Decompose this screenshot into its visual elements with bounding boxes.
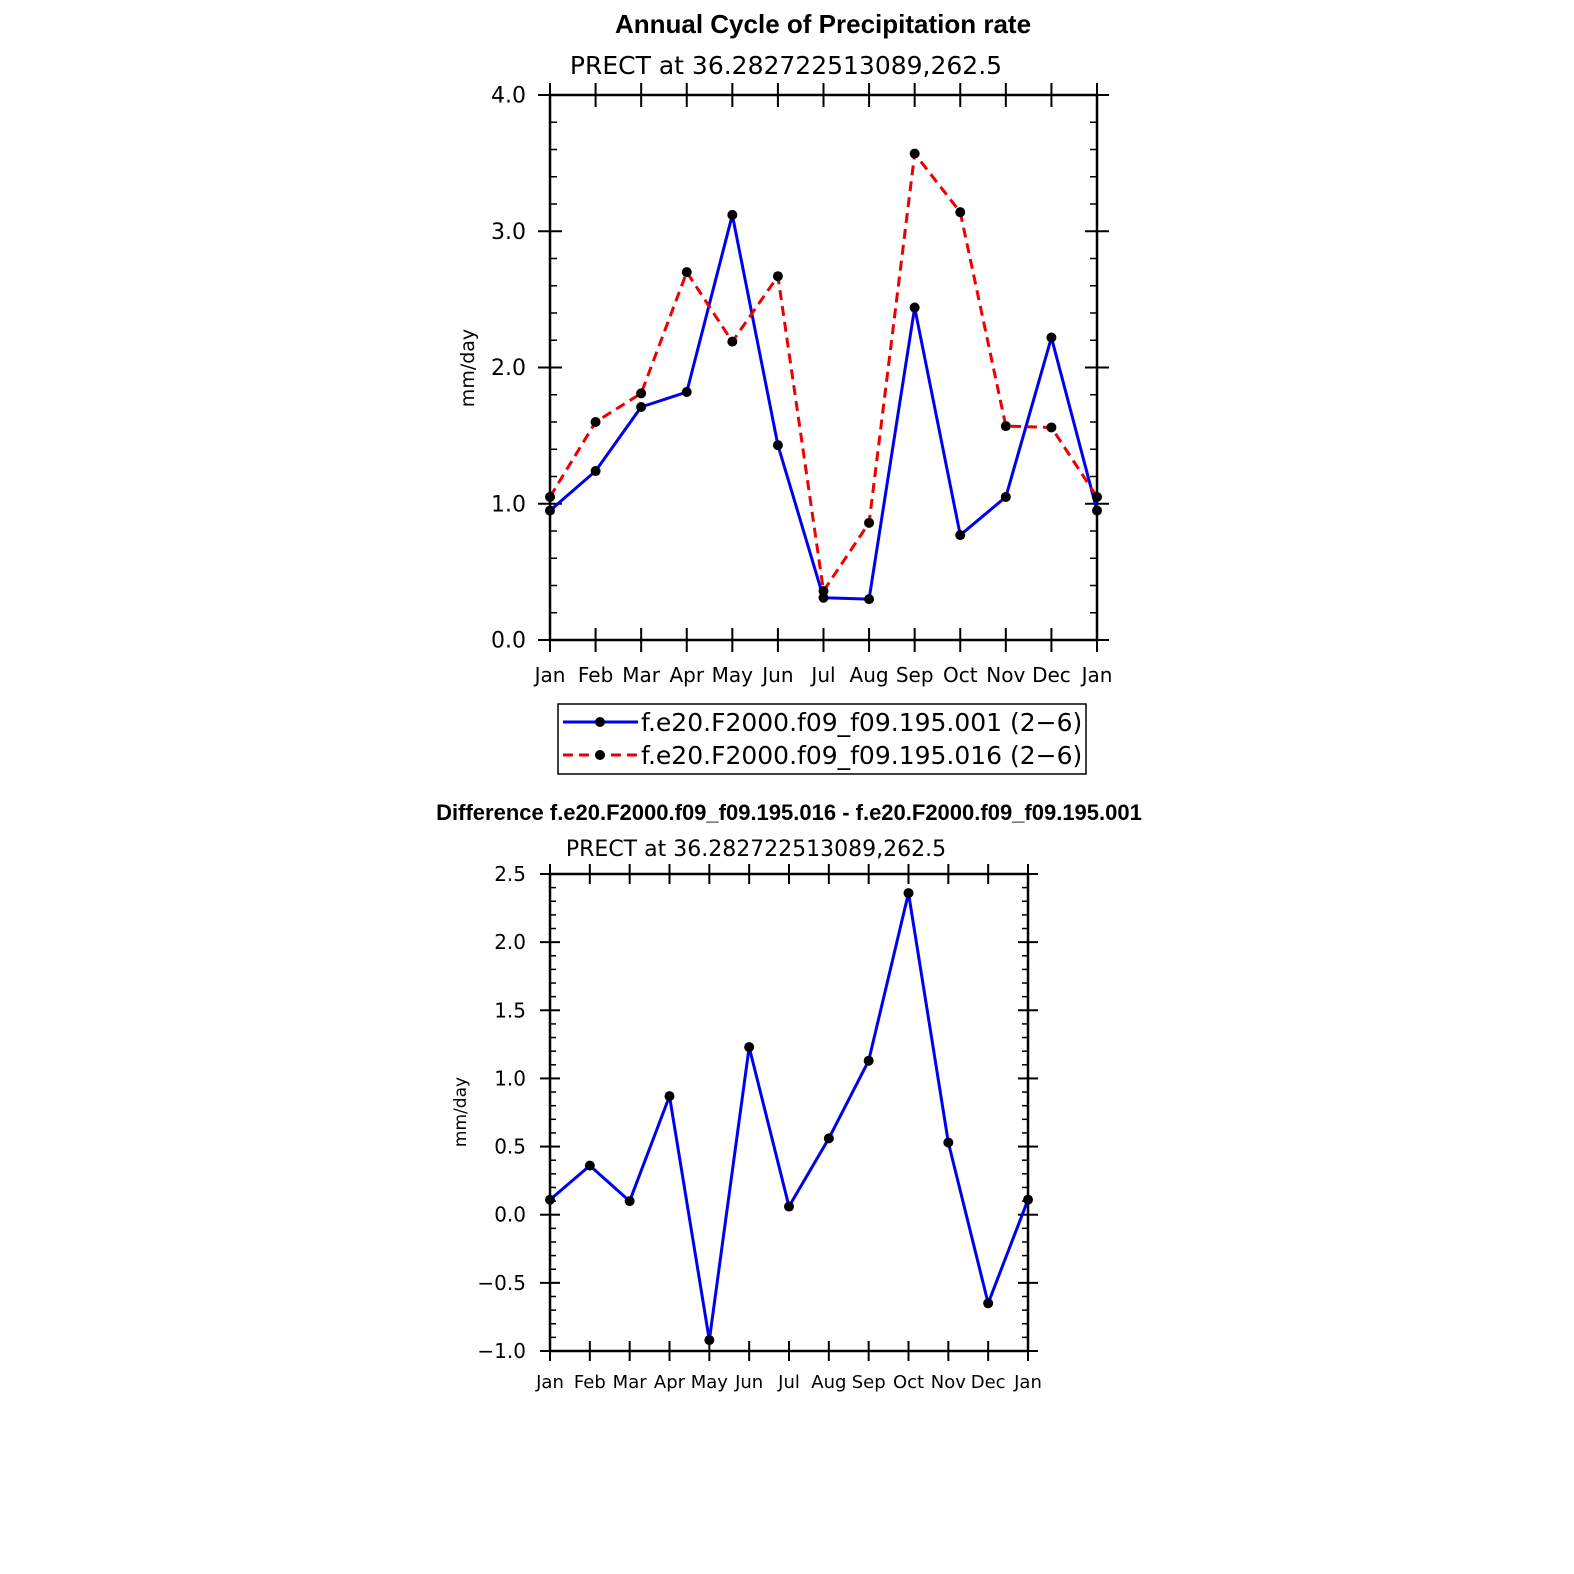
series-1-point — [545, 505, 555, 516]
x-tick-label: Apr — [669, 663, 704, 687]
series-2-point — [1092, 491, 1102, 502]
series-2-point — [727, 336, 738, 347]
legend-marker-series-2 — [595, 750, 605, 760]
y-tick-label: −0.5 — [477, 1271, 526, 1295]
chart-title: Annual Cycle of Precipitation rate — [615, 9, 1031, 39]
y-tick-label: 0.0 — [491, 629, 526, 654]
y-tick-label: 0.0 — [494, 1203, 526, 1227]
legend-label-series-2: f.e20.F2000.f09_f09.195.016 (2−6) — [641, 741, 1082, 770]
x-tick-label: Apr — [654, 1372, 686, 1393]
series-2-point — [545, 491, 555, 502]
series-1-point — [983, 1298, 994, 1309]
series-1-point — [1092, 505, 1102, 516]
y-tick-label: 2.5 — [494, 862, 526, 886]
series-2-point — [1000, 421, 1011, 432]
series-1-point — [704, 1335, 715, 1346]
x-tick-label: Jan — [1080, 663, 1113, 687]
x-tick-label: Nov — [986, 663, 1025, 687]
series-1-point — [784, 1201, 794, 1212]
y-tick-label: 1.5 — [494, 998, 526, 1022]
x-tick-label: Jul — [809, 663, 835, 687]
series-1-point — [545, 1194, 555, 1205]
y-tick-label: 2.0 — [491, 356, 526, 381]
series-2-point — [818, 585, 829, 596]
series-1-point — [903, 888, 914, 899]
series-1-point — [590, 466, 601, 477]
x-tick-label: Sep — [852, 1372, 886, 1393]
y-axis-label: mm/day — [457, 329, 479, 407]
difference-panel: Difference f.e20.F2000.f09_f09.195.016 -… — [436, 800, 1142, 1393]
series-1-point — [744, 1042, 755, 1053]
difference-title: Difference f.e20.F2000.f09_f09.195.016 -… — [436, 800, 1142, 825]
x-tick-label: Jun — [734, 1372, 763, 1393]
x-tick-label: Dec — [971, 1372, 1006, 1393]
x-tick-label: Feb — [574, 1372, 606, 1393]
x-tick-label: Jun — [760, 663, 793, 687]
series-1-point — [823, 1133, 834, 1144]
legend-marker-series-1 — [595, 717, 605, 727]
series-line-1 — [549, 891, 1030, 1342]
series-1-point — [864, 594, 875, 605]
y-tick-label: 2.0 — [494, 930, 526, 954]
series-1-point — [1000, 491, 1011, 502]
y-tick-label: 0.5 — [494, 1135, 526, 1159]
x-tick-label: May — [712, 663, 754, 687]
x-tick-label: Sep — [896, 663, 934, 687]
x-tick-label: Jan — [533, 663, 566, 687]
series-2-point — [955, 207, 966, 218]
series-line-1 — [549, 213, 1099, 601]
series-1-point — [909, 302, 920, 313]
plot-frame — [548, 872, 1030, 1353]
x-tick-label: Mar — [613, 1372, 648, 1393]
series-1-point — [636, 402, 647, 413]
x-tick-label: Feb — [578, 663, 613, 687]
x-tick-label: Oct — [893, 1372, 924, 1393]
series-2-point — [681, 267, 692, 278]
difference-y-axis-label: mm/day — [451, 1077, 471, 1147]
difference-subtitle: PRECT at 36.282722513089,262.5 — [566, 837, 946, 862]
y-tick-label: −1.0 — [477, 1339, 526, 1363]
series-2-point — [864, 517, 875, 528]
y-tick-label: 1.0 — [494, 1066, 526, 1090]
plot-frame — [548, 93, 1099, 642]
series-1-point — [943, 1137, 954, 1148]
x-tick-label: Nov — [931, 1372, 966, 1393]
y-tick-label: 1.0 — [491, 492, 526, 517]
series-1-point — [681, 387, 692, 398]
series-1-point — [1046, 332, 1057, 343]
x-tick-label: Jan — [1013, 1372, 1042, 1393]
legend-box — [557, 703, 1087, 775]
chart-subtitle: PRECT at 36.282722513089,262.5 — [570, 51, 1002, 80]
x-tick-label: Aug — [850, 663, 889, 687]
series-2-point — [909, 148, 920, 159]
series-2-point — [1046, 422, 1057, 433]
series-1-point — [624, 1196, 635, 1207]
legend: f.e20.F2000.f09_f09.195.001 (2−6) f.e20.… — [557, 703, 1087, 775]
x-tick-label: Aug — [811, 1372, 846, 1393]
series-1-point — [1023, 1194, 1033, 1205]
y-tick-label: 4.0 — [491, 84, 526, 109]
series-line-2 — [548, 152, 1099, 593]
x-tick-label: Jul — [777, 1372, 800, 1393]
y-tick-label: 3.0 — [491, 220, 526, 245]
legend-label-series-1: f.e20.F2000.f09_f09.195.001 (2−6) — [641, 708, 1082, 737]
series-1-point — [584, 1160, 595, 1171]
x-tick-label: May — [691, 1372, 729, 1393]
series-1-point — [955, 530, 966, 541]
series-2-point — [590, 417, 601, 427]
x-tick-label: Oct — [943, 663, 978, 687]
x-tick-label: Mar — [622, 663, 661, 687]
series-1-point — [772, 440, 783, 451]
series-1-point — [727, 209, 738, 220]
x-tick-label: Dec — [1032, 663, 1071, 687]
series-1-point — [664, 1091, 675, 1102]
annual-cycle-panel: Annual Cycle of Precipitation rate PRECT… — [457, 9, 1113, 775]
x-tick-label: Jan — [535, 1372, 564, 1393]
series-2-point — [772, 271, 783, 282]
series-1-point — [863, 1055, 874, 1066]
series-2-point — [636, 388, 647, 399]
